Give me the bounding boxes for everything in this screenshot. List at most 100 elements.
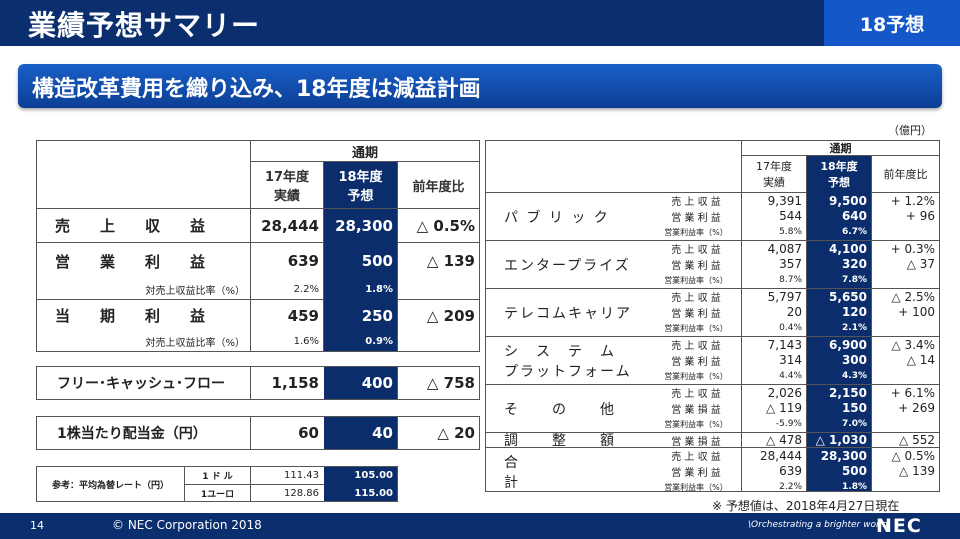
left-opmargin-fy18: 1.8% <box>365 283 393 295</box>
segment-name-line: シ ス テ ム <box>504 343 616 360</box>
segment-row-label: 営 業 利 益 <box>671 260 721 272</box>
fcf-label: フリー･キャッシュ･フロー <box>57 376 225 392</box>
left-period-header: 通期 <box>351 145 378 161</box>
right-fy18-header-line2: 予想 <box>828 176 850 189</box>
forecast-tag: 18予想 <box>824 0 960 46</box>
tagline: \Orchestrating a brighter world <box>748 520 888 530</box>
segment-yoy-value: + 1.2% <box>890 193 935 208</box>
left-netincome-fy18: 250 <box>361 306 393 325</box>
segment-yoy-value: △ 0.5% <box>891 448 935 463</box>
segment-name: テレコムキャリア <box>504 289 654 336</box>
segment-row-label: 営業利益率（%） <box>664 482 728 492</box>
segment-fy17-value: 9,391 <box>767 193 802 208</box>
segment-yoy-value: △ 3.4% <box>891 337 935 352</box>
left-netincome-label: 当 期 利 益 <box>55 307 206 325</box>
segment-name-line: プラットフォーム <box>504 363 632 380</box>
left-fy18-header: 18年度 予想 <box>324 162 397 208</box>
segment-name: パ ブ リ ッ ク <box>504 193 654 240</box>
left-opmargin-label: 対売上収益比率（%） <box>145 285 245 297</box>
right-fy17-header-line2: 実績 <box>763 176 785 189</box>
left-opincome-yoy: △ 139 <box>426 252 475 270</box>
left-opincome-fy18: 500 <box>361 252 393 270</box>
segment-fy18-value: 6.7% <box>842 227 867 238</box>
segment-fy18-value: 9,500 <box>829 193 867 208</box>
right-period-header: 通期 <box>829 142 852 155</box>
fx-label: 参考：平均為替レート（円） <box>51 480 169 491</box>
right-fy18-header: 18年度 予想 <box>807 156 871 192</box>
segment-yoy-value <box>872 272 939 288</box>
segment-yoy-value: + 96 <box>905 209 935 224</box>
segment-name: シ ス テ ムプラットフォーム <box>504 337 654 384</box>
right-fy17-header: 17年度 実績 <box>742 156 806 192</box>
segment-fy18-value: 320 <box>841 257 867 272</box>
segment-fy18-value: 2.1% <box>842 323 867 334</box>
headline-banner: 構造改革費用を織り込み、18年度は減益計画 <box>18 64 942 108</box>
segment-row-label: 売 上 収 益 <box>671 293 721 305</box>
segment-fy17-value: 2,026 <box>767 385 802 400</box>
fx-usd-fy18: 105.00 <box>354 470 393 481</box>
segment-row-label: 営 業 利 益 <box>671 212 721 224</box>
dividend-label: 1株当たり配当金（円） <box>57 426 207 442</box>
left-fy17-header-line1: 17年度 <box>264 170 310 185</box>
dividend-table: 1株当たり配当金（円） 60 40 △ 20 <box>36 416 480 450</box>
segment-fy18-value: 150 <box>841 401 867 416</box>
segment-yoy-value: △ 552 <box>899 433 935 447</box>
segment-fy17-value: 7,143 <box>767 337 802 352</box>
segment-fy18-value: 500 <box>841 464 867 479</box>
segment-fy18-value: 28,300 <box>820 448 867 463</box>
segment-fy17-value: 20 <box>786 305 802 320</box>
segment-name: そ の 他 <box>504 385 654 432</box>
segment-fy18-value: 7.0% <box>842 419 867 430</box>
right-fy17-header-line1: 17年度 <box>756 160 792 173</box>
segment-fy18-value: 640 <box>841 209 867 224</box>
segment-name-line: 調 整 額 <box>504 433 616 449</box>
copyright: © NEC Corporation 2018 <box>112 518 262 532</box>
segment-fy18-value: 300 <box>841 353 867 368</box>
segment-divider <box>486 240 939 241</box>
segment-name: エンタープライズ <box>504 241 654 288</box>
segment-divider <box>486 336 939 337</box>
left-fy17-header: 17年度 実績 <box>251 162 323 208</box>
segment-fy17-value: △ 119 <box>766 401 802 416</box>
segment-yoy-value: + 6.1% <box>890 385 935 400</box>
segment-fy17-value: 4.4% <box>779 371 802 382</box>
fx-eur-fy18: 115.00 <box>354 487 393 499</box>
segment-name: 合 計 <box>504 448 654 495</box>
segment-fy17-value: 5,797 <box>767 289 802 304</box>
fcf-yoy: △ 758 <box>426 374 475 392</box>
segment-yoy-value <box>872 320 939 336</box>
segment-yoy-value <box>872 479 939 495</box>
fx-table: 参考：平均為替レート（円） 1 ド ル 111.43 105.00 1ユーロ 1… <box>36 466 398 502</box>
summary-table: 通期 17年度 実績 18年度 予想 前年度比 売 上 収 益 28,444 2… <box>36 140 480 352</box>
left-opincome-label: 営 業 利 益 <box>55 252 206 271</box>
segment-row-label: 営 業 利 益 <box>671 467 721 479</box>
segment-row-label: 営業利益率（%） <box>664 227 728 237</box>
unit-label: （億円） <box>888 124 932 137</box>
segment-fy18-value: △ 1,030 <box>815 433 867 447</box>
page-title: 業績予想サマリー <box>28 9 261 42</box>
left-fy18-header-line1: 18年度 <box>338 170 383 185</box>
fcf-fy17: 1,158 <box>271 374 319 392</box>
footer-bar: 14 © NEC Corporation 2018 \Orchestrating… <box>0 513 960 539</box>
left-fy17-header-line2: 実績 <box>273 189 300 204</box>
segment-fy18-value: 4,100 <box>829 241 867 256</box>
segment-row-label: 営業利益率（%） <box>664 419 728 429</box>
fx-eur-label: 1ユーロ <box>200 489 235 500</box>
segment-fy17-value: 28,444 <box>760 448 802 463</box>
segment-yoy-value: + 100 <box>898 305 935 320</box>
headline-text: 構造改革費用を織り込み、18年度は減益計画 <box>32 77 481 102</box>
segment-row-label: 営業利益率（%） <box>664 323 728 333</box>
segment-row-label: 売 上 収 益 <box>671 389 721 401</box>
segment-yoy-value: + 269 <box>898 401 935 416</box>
header-bar: 業績予想サマリー 18予想 <box>0 0 960 46</box>
segment-name-line: エンタープライズ <box>504 257 631 274</box>
segment-fy17-value: 544 <box>779 209 802 224</box>
segment-fy17-value: 2.2% <box>779 482 802 493</box>
segment-yoy-value <box>872 224 939 240</box>
fx-eur-fy17: 128.86 <box>284 487 319 499</box>
left-netmargin-label: 対売上収益比率（%） <box>145 337 245 349</box>
segment-yoy-value: △ 139 <box>899 464 935 479</box>
segment-fy17-value: -5.9% <box>775 419 802 430</box>
segment-fy18-value: 7.8% <box>842 275 867 286</box>
left-revenue-fy18: 28,300 <box>335 216 393 235</box>
